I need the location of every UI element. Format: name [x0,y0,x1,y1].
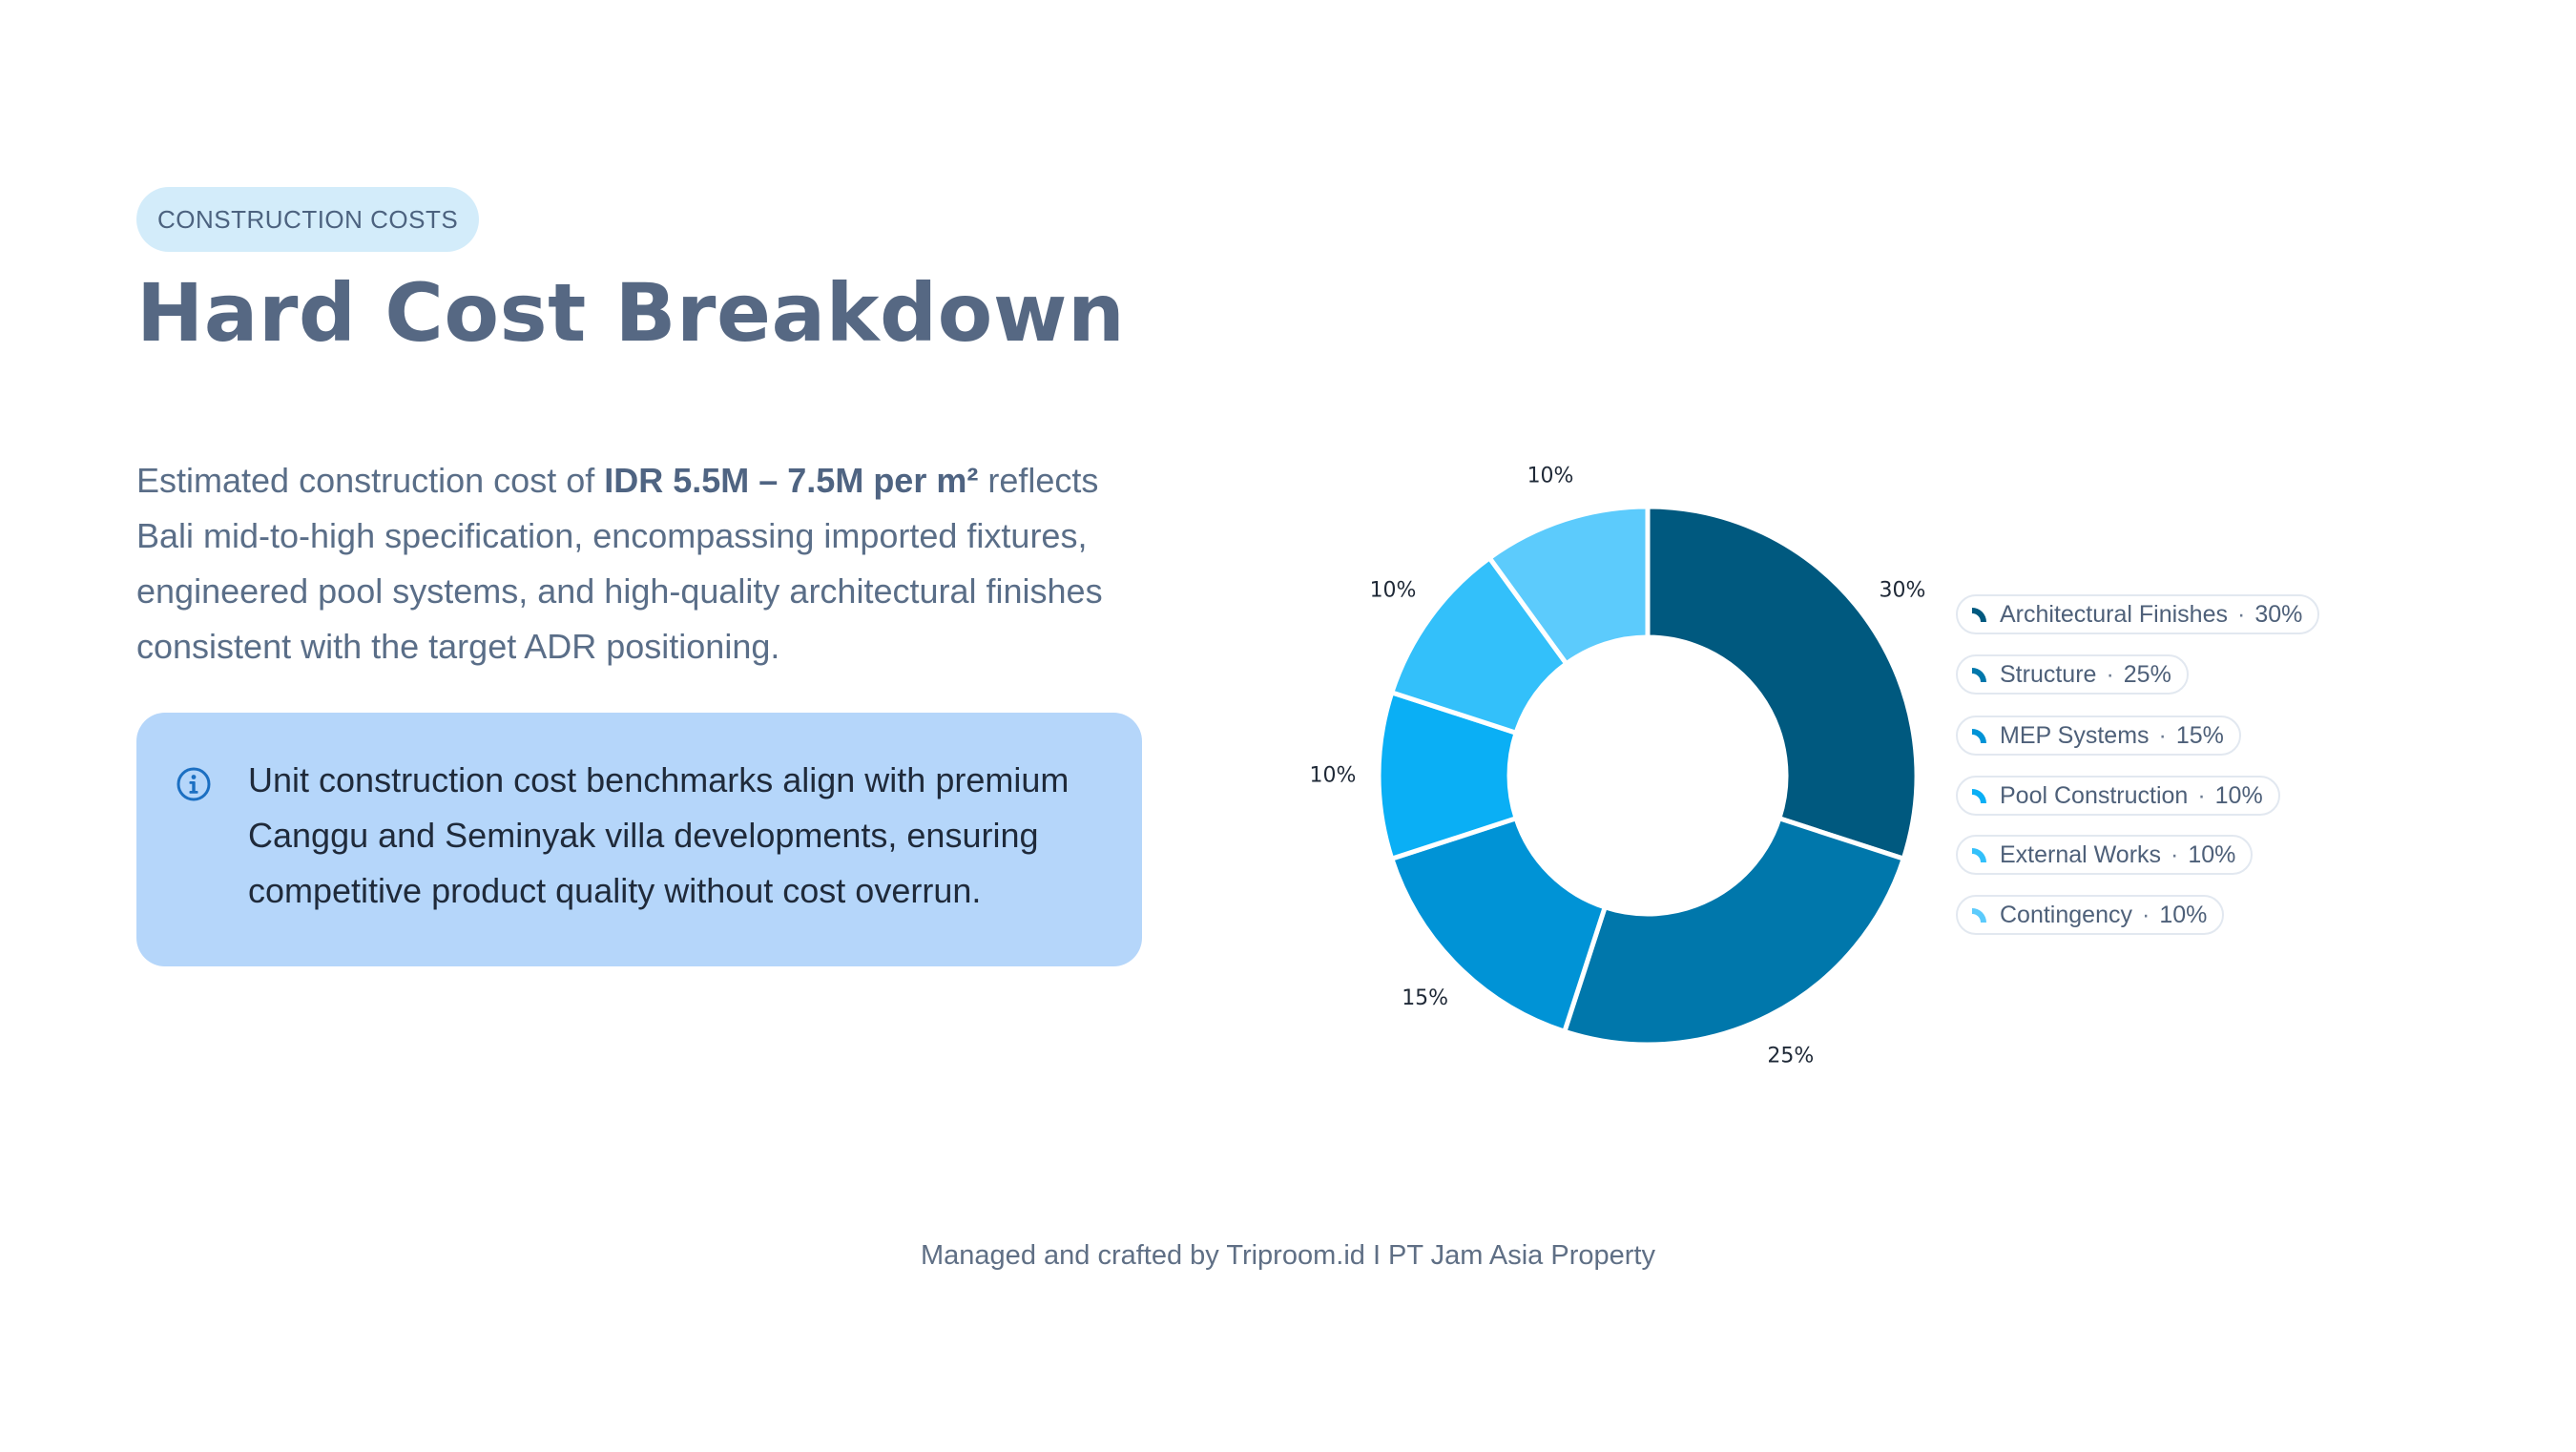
slice-data-label: 15% [1402,986,1448,1010]
legend-label: External Works [2000,840,2162,868]
legend-swatch-icon [1972,789,1986,803]
legend-item: MEP Systems · 15% [1956,716,2241,756]
legend-separator: · [2171,840,2179,868]
slice-data-label: 25% [1767,1045,1814,1068]
page-title: Hard Cost Breakdown [136,266,1126,360]
legend-item: Structure · 25% [1956,654,2189,695]
info-icon [177,767,211,801]
legend-separator: · [2236,600,2246,628]
legend-separator: · [2106,660,2114,688]
legend-swatch-icon [1972,848,1986,862]
legend-value: 10% [2214,781,2263,809]
slice-data-label: 10% [1370,579,1417,603]
donut-slice [1562,816,1906,1048]
legend-item: External Works · 10% [1956,835,2254,875]
info-callout: Unit construction cost benchmarks align … [136,713,1142,966]
legend-separator: · [2141,901,2150,928]
legend-label: Pool Construction [2000,781,2189,809]
donut-slice [1486,504,1651,667]
legend-value: 30% [2254,600,2303,628]
footer-credit: Managed and crafted by Triproom.id I PT … [921,1240,1655,1271]
legend-item: Pool Construction · 10% [1956,776,2280,816]
legend-item: Contingency · 10% [1956,895,2225,935]
legend-label: MEP Systems [2000,721,2150,749]
description-suffix: reflects Bali mid-to-high specification,… [136,461,1103,666]
donut-slice [1389,816,1608,1034]
donut-chart: 30% 25% 15% 10% 10% 10% [1310,465,1926,1068]
donut-slice [1645,504,1920,861]
callout-text: Unit construction cost benchmarks align … [248,760,1070,910]
legend-value: 15% [2175,721,2224,749]
legend-swatch-icon [1972,668,1986,682]
description-prefix: Estimated construction cost of [136,461,605,500]
slice-data-label: 30% [1880,579,1926,603]
legend-separator: · [2197,781,2206,809]
legend-item: Architectural Finishes · 30% [1956,594,2320,634]
slice-data-label: 10% [1527,465,1574,488]
legend-value: 10% [2188,840,2236,868]
legend-label: Structure [2000,660,2097,688]
description: Estimated construction cost of IDR 5.5M … [136,453,1148,674]
legend-separator: · [2158,721,2167,749]
legend-swatch-icon [1972,608,1986,622]
legend-label: Architectural Finishes [2000,600,2228,628]
legend-swatch-icon [1972,729,1986,743]
description-highlight: IDR 5.5M – 7.5M per m² [604,461,979,500]
legend-value: 10% [2159,901,2208,928]
legend-value: 25% [2123,660,2171,688]
section-chip: CONSTRUCTION COSTS [136,187,480,252]
legend-label: Contingency [2000,901,2132,928]
slice-data-label: 10% [1310,764,1357,788]
legend-swatch-icon [1972,908,1986,923]
